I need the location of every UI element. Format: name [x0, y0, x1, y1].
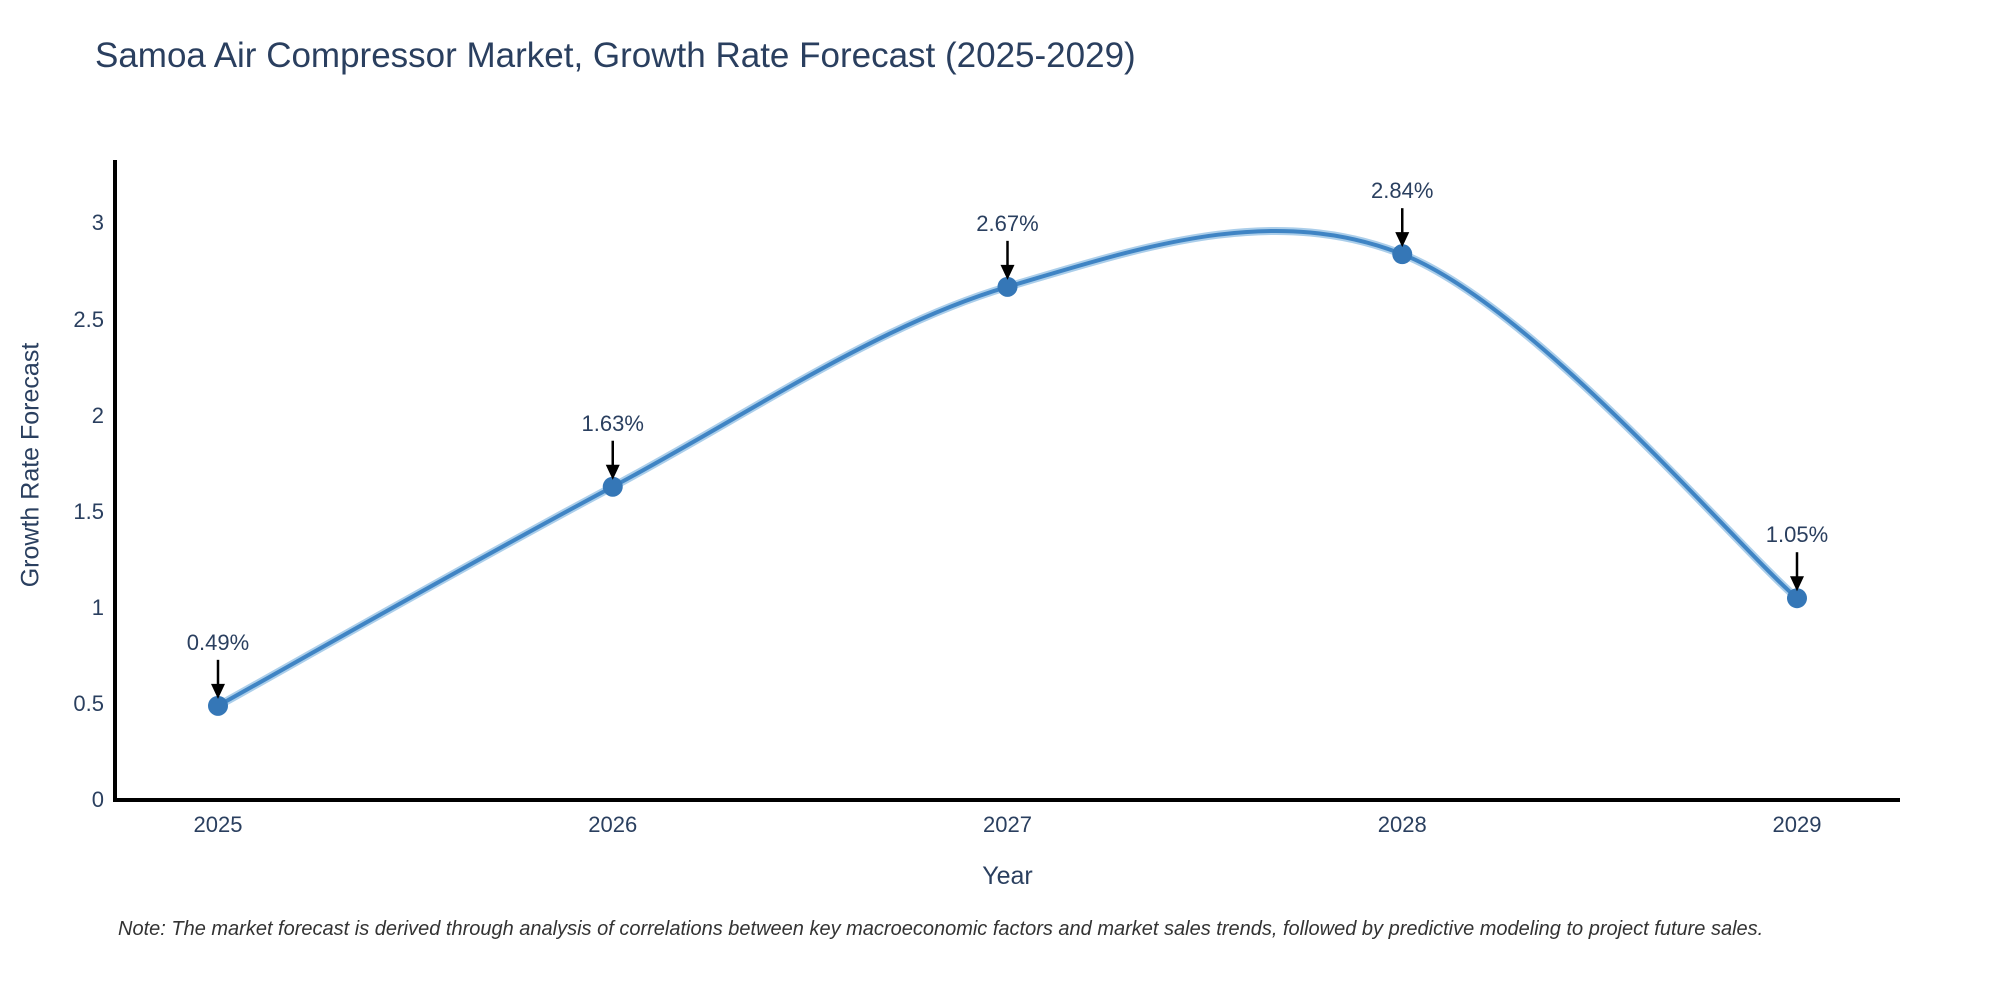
y-tick-label: 1	[91, 594, 104, 620]
y-tick-label: 1.5	[73, 498, 104, 524]
y-tick-label: 2.5	[73, 306, 104, 332]
data-point-marker	[602, 476, 623, 497]
point-annotation: 2.67%	[976, 210, 1039, 236]
annotation-arrow-head	[605, 464, 620, 480]
chart-footnote: Note: The market forecast is derived thr…	[118, 918, 1764, 940]
series-line-halo	[214, 226, 1801, 710]
annotation-arrow-head	[1000, 264, 1015, 280]
axis-spine	[113, 160, 1900, 802]
data-point-marker	[1392, 244, 1413, 265]
point-annotation: 1.63%	[581, 410, 644, 436]
y-tick-label: 0	[91, 787, 104, 812]
point-annotation: 0.49%	[186, 629, 250, 655]
annotation-arrow-head	[1790, 576, 1804, 592]
series-line	[216, 228, 1799, 708]
data-point-marker	[1787, 588, 1807, 609]
y-tick-label: 0.5	[73, 690, 104, 716]
y-tick-label: 2	[91, 402, 104, 428]
y-tick-label: 3	[91, 210, 104, 236]
point-annotation: 2.84%	[1371, 178, 1434, 204]
data-point-marker	[208, 695, 228, 716]
annotation-arrow-head	[1395, 232, 1410, 248]
point-annotation: 1.05%	[1765, 522, 1829, 548]
annotation-arrow-head	[211, 683, 225, 699]
x-tick-label: 2029	[1772, 812, 1822, 837]
data-point-marker	[997, 276, 1018, 297]
y-axis-title: Growth Rate Forecast	[16, 342, 45, 588]
x-tick-label: 2025	[193, 812, 243, 837]
chart-title: Samoa Air Compressor Market, Growth Rate…	[95, 36, 1136, 75]
x-axis-title: Year	[982, 862, 1033, 890]
x-tick-label: 2027	[983, 812, 1032, 837]
x-tick-label: 2028	[1377, 812, 1427, 837]
x-tick-label: 2026	[588, 812, 638, 837]
